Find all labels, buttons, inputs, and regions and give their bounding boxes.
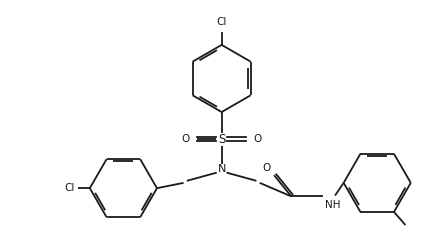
Text: O: O <box>253 134 261 144</box>
Text: Cl: Cl <box>216 17 226 27</box>
Text: N: N <box>217 164 225 174</box>
Text: Cl: Cl <box>64 183 74 193</box>
Text: NH: NH <box>325 200 340 210</box>
Text: O: O <box>262 163 270 173</box>
Text: S: S <box>218 133 225 145</box>
Text: O: O <box>181 134 189 144</box>
